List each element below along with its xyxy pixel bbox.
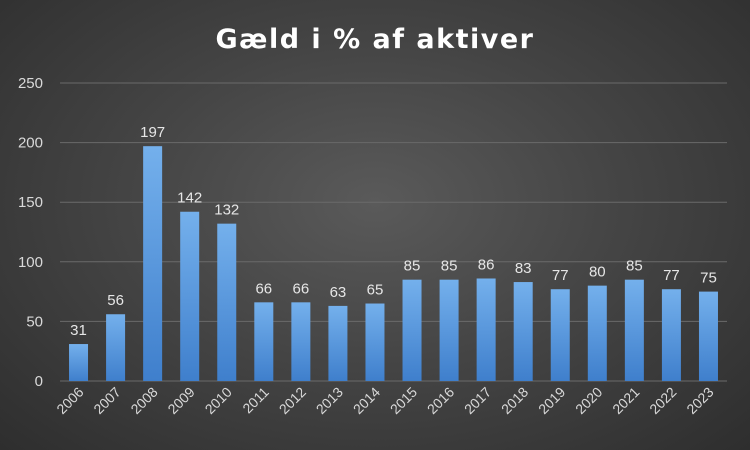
x-tick-label: 2023 — [683, 384, 716, 417]
x-tick-label: 2014 — [350, 384, 383, 417]
x-tick-label: 2016 — [424, 384, 457, 417]
x-tick-label: 2015 — [387, 384, 420, 417]
bar-2017 — [476, 278, 496, 381]
x-tick-label: 2013 — [313, 384, 346, 417]
bar-2006 — [69, 344, 89, 381]
x-tick-label: 2010 — [202, 384, 235, 417]
x-tick-label: 2007 — [90, 384, 123, 417]
data-label-2022: 77 — [663, 267, 680, 284]
bar-2010 — [217, 223, 237, 381]
data-label-2023: 75 — [700, 270, 717, 287]
data-label-2012: 66 — [293, 280, 310, 297]
bar-2012 — [291, 302, 311, 381]
data-labels: 31 56 197 142 132 66 66 63 65 85 85 86 83 77 80 85 77 75 — [70, 124, 717, 339]
data-label-2008: 197 — [140, 124, 165, 141]
y-tick-label: 50 — [26, 313, 43, 330]
bar-2016 — [439, 279, 459, 381]
x-axis-ticks: 2006 2007 2008 2009 2010 2011 2012 2013 2014 2015… — [53, 384, 716, 417]
x-tick-label: 2021 — [609, 384, 642, 417]
y-tick-label: 200 — [18, 135, 43, 152]
y-tick-label: 0 — [35, 373, 43, 390]
bar-2022 — [661, 289, 681, 381]
y-tick-label: 150 — [18, 194, 43, 211]
x-tick-label: 2019 — [535, 384, 568, 417]
data-label-2016: 85 — [441, 258, 458, 275]
data-label-2011: 66 — [255, 280, 272, 297]
bar-2019 — [550, 289, 570, 381]
data-label-2021: 85 — [626, 258, 643, 275]
x-tick-label: 2018 — [498, 384, 531, 417]
data-label-2017: 86 — [478, 256, 495, 273]
data-label-2015: 85 — [404, 258, 421, 275]
bar-2020 — [587, 285, 607, 381]
x-tick-label: 2017 — [461, 384, 494, 417]
x-tick-label: 2008 — [127, 384, 160, 417]
data-label-2018: 83 — [515, 260, 532, 277]
data-label-2010: 132 — [214, 202, 239, 219]
bar-2009 — [180, 211, 200, 381]
y-axis-ticks: 0 50 100 150 200 250 — [18, 75, 43, 390]
bar-2015 — [402, 279, 422, 381]
bar-2018 — [513, 282, 533, 381]
bar-2023 — [698, 291, 718, 381]
data-label-2007: 56 — [107, 292, 124, 309]
bar-2011 — [254, 302, 274, 381]
x-tick-label: 2012 — [276, 384, 309, 417]
chart-title: Gæld i % af aktiver — [216, 24, 535, 55]
bar-2013 — [328, 305, 348, 381]
y-tick-label: 250 — [18, 75, 43, 92]
bar-2021 — [624, 279, 644, 381]
data-label-2009: 142 — [177, 190, 202, 207]
x-tick-label: 2020 — [572, 384, 605, 417]
x-tick-label: 2011 — [239, 384, 272, 417]
bar-2008 — [143, 146, 163, 381]
data-label-2006: 31 — [70, 322, 87, 339]
x-tick-label: 2022 — [646, 384, 679, 417]
data-label-2014: 65 — [367, 282, 384, 299]
bar-2007 — [106, 314, 126, 381]
data-label-2020: 80 — [589, 264, 606, 281]
data-label-2019: 77 — [552, 267, 569, 284]
x-tick-label: 2006 — [53, 384, 86, 417]
y-tick-label: 100 — [18, 254, 43, 271]
x-tick-label: 2009 — [164, 384, 197, 417]
bar-2014 — [365, 303, 385, 381]
data-label-2013: 63 — [330, 284, 347, 301]
bars — [69, 146, 718, 381]
gridlines — [60, 82, 727, 382]
